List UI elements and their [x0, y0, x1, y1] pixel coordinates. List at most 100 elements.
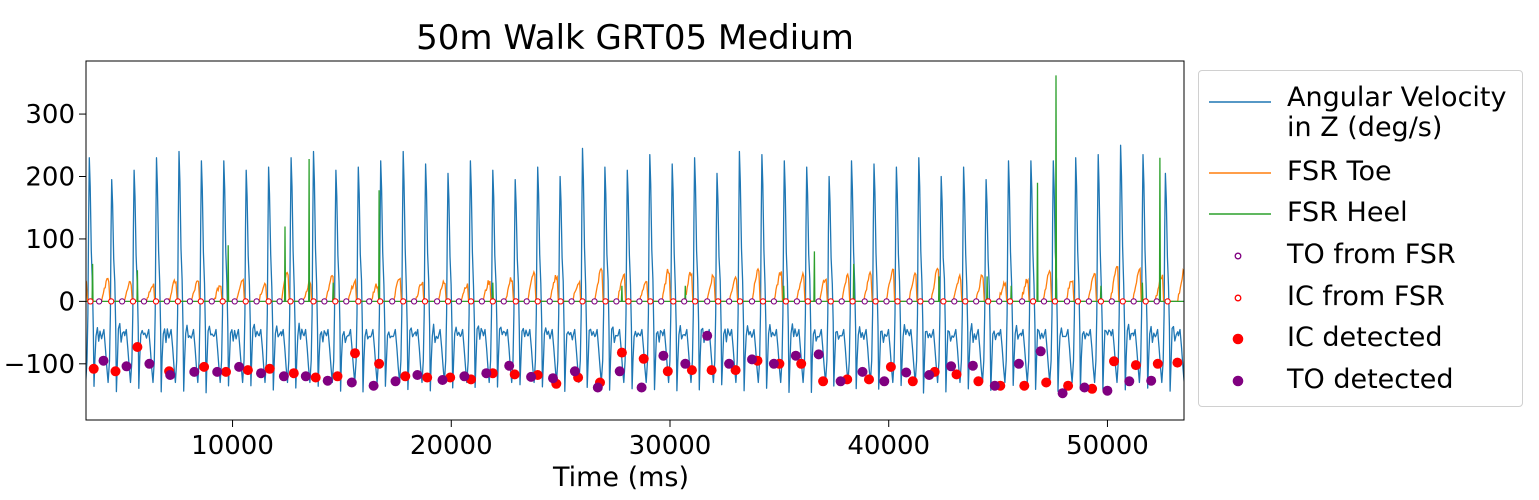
scatter-marker-hollow	[500, 298, 507, 305]
scatter-marker-hollow	[681, 298, 688, 305]
scatter-marker	[907, 376, 918, 387]
series-to-from-fsr	[95, 298, 1160, 305]
scatter-marker-hollow	[770, 298, 778, 305]
scatter-marker-hollow	[906, 298, 913, 305]
scatter-marker-hollow	[793, 298, 801, 305]
scatter-marker	[189, 366, 200, 377]
scatter-marker-hollow	[658, 298, 665, 305]
scatter-marker-hollow	[377, 298, 384, 305]
legend-swatch-line	[1209, 172, 1271, 174]
scatter-marker	[951, 369, 962, 380]
scatter-marker	[445, 372, 456, 383]
scatter-marker-hollow	[815, 298, 822, 305]
scatter-marker	[680, 358, 691, 369]
legend-label: TO detected	[1287, 364, 1454, 395]
scatter-marker-hollow	[602, 298, 609, 305]
scatter-marker-hollow	[478, 298, 486, 305]
scatter-marker	[1124, 376, 1135, 387]
y-tick-label: 300	[25, 100, 75, 130]
scatter-marker-hollow	[108, 298, 115, 305]
scatter-marker-hollow	[568, 298, 575, 305]
scatter-marker-hollow	[253, 298, 260, 305]
legend-label: FSR Heel	[1287, 197, 1408, 228]
scatter-marker-hollow	[973, 298, 980, 305]
scatter-marker	[662, 366, 673, 377]
scatter-marker	[234, 361, 245, 372]
x-tick-label: 40000	[847, 431, 930, 461]
scatter-marker-hollow	[1074, 298, 1082, 305]
scatter-marker	[636, 382, 647, 393]
series-line-angular-velocity	[86, 144, 1184, 394]
scatter-marker	[1063, 380, 1074, 391]
scatter-marker	[885, 361, 896, 372]
scatter-marker-hollow	[276, 298, 283, 305]
scatter-marker-hollow	[87, 298, 94, 305]
scatter-marker-hollow	[748, 298, 756, 305]
scatter-marker	[638, 353, 649, 364]
scatter-marker-hollow	[343, 298, 350, 305]
scatter-marker-hollow	[1040, 298, 1048, 305]
scatter-marker-hollow	[242, 298, 249, 305]
scatter-marker-hollow	[546, 298, 553, 305]
scatter-marker-hollow	[1063, 298, 1071, 305]
scatter-marker	[1087, 383, 1098, 394]
scatter-marker	[879, 376, 890, 387]
scatter-marker	[300, 371, 311, 382]
scatter-marker-hollow	[838, 298, 845, 305]
scatter-marker-hollow	[523, 298, 530, 305]
scatter-marker-hollow	[1119, 298, 1126, 305]
scatter-marker	[901, 367, 912, 378]
series-ic-detected	[88, 342, 1183, 394]
scatter-marker-hollow	[534, 298, 541, 305]
y-tick-label: 0	[58, 287, 75, 317]
scatter-marker	[768, 358, 779, 369]
scatter-marker-hollow	[1164, 298, 1171, 305]
scatter-marker	[989, 380, 1000, 391]
scatter-marker	[332, 371, 343, 382]
scatter-marker	[412, 370, 423, 380]
scatter-marker	[616, 347, 627, 358]
scatter-marker	[350, 348, 360, 359]
legend-label: TO from FSR	[1287, 239, 1456, 270]
scatter-marker-hollow	[310, 298, 317, 305]
scatter-marker-hollow	[917, 298, 924, 305]
scatter-marker	[264, 363, 275, 374]
scatter-marker	[1019, 380, 1030, 391]
scatter-marker	[526, 371, 537, 382]
scatter-marker-hollow	[985, 298, 992, 305]
scatter-marker-hollow	[804, 298, 811, 305]
legend-label: FSR Toe	[1287, 156, 1392, 187]
scatter-marker-hollow	[861, 298, 868, 305]
scatter-marker	[322, 375, 333, 386]
scatter-marker-hollow	[421, 298, 429, 305]
scatter-marker	[1152, 358, 1163, 369]
scatter-marker-hollow	[489, 298, 496, 305]
scatter-marker-hollow	[140, 298, 148, 305]
scatter-marker-hollow	[265, 298, 272, 305]
scatter-marker	[221, 366, 231, 377]
series-line-fsr-heel	[86, 75, 1184, 303]
scatter-marker-hollow	[163, 298, 171, 305]
scatter-marker	[509, 369, 520, 380]
scatter-marker	[121, 361, 132, 372]
scatter-marker	[1079, 382, 1090, 393]
scatter-marker-hollow	[625, 298, 632, 305]
scatter-marker-hollow	[996, 298, 1003, 305]
scatter-marker	[790, 350, 801, 361]
scatter-marker	[835, 376, 846, 387]
scatter-marker	[658, 350, 669, 361]
scatter-marker	[481, 368, 492, 379]
scatter-marker-hollow	[455, 298, 463, 305]
scatter-marker-hollow	[827, 298, 834, 305]
x-tick-label: 30000	[629, 431, 712, 461]
scatter-marker-hollow	[928, 298, 935, 305]
y-tick-label: 100	[25, 225, 75, 255]
scatter-marker-hollow	[400, 298, 407, 305]
scatter-marker	[614, 366, 625, 377]
scatter-marker-hollow	[332, 298, 339, 305]
scatter-marker	[818, 376, 829, 387]
scatter-marker	[504, 360, 515, 371]
scatter-marker-hollow	[613, 298, 620, 305]
scatter-marker	[98, 355, 109, 366]
scatter-marker-hollow	[433, 298, 441, 305]
